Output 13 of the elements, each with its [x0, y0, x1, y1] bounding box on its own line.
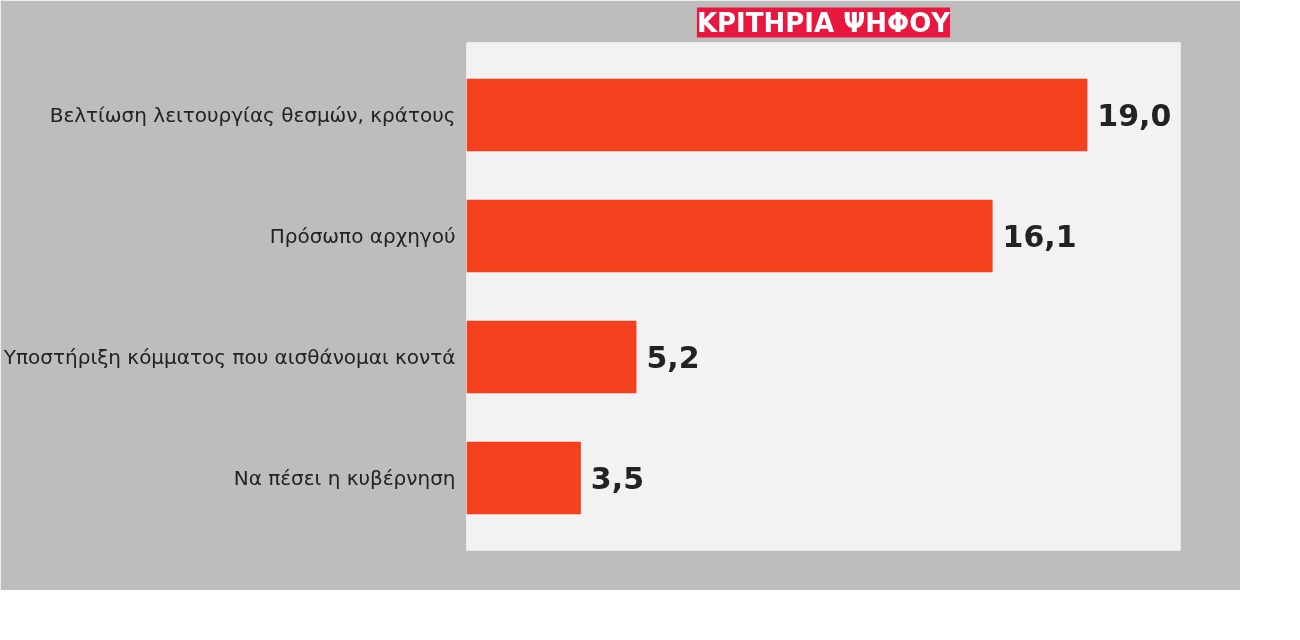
data-label: 16,1 — [1002, 219, 1077, 255]
bar — [466, 199, 993, 273]
bar — [466, 441, 581, 515]
chart-title: ΚΡΙΤΗΡΙΑ ΨΗΦΟΥ — [696, 7, 952, 38]
bar — [466, 78, 1088, 152]
y-tick-label: Βελτίωση λειτουργίας θεσμών, κράτους — [49, 103, 456, 128]
data-label: 3,5 — [590, 460, 645, 496]
y-tick-label: Υποστήριξη κόμματος που αισθάνομαι κοντά — [2, 344, 456, 369]
data-label: 19,0 — [1097, 98, 1172, 134]
y-tick-label: Πρόσωπο αρχηγού — [269, 224, 456, 249]
bar — [466, 320, 637, 394]
data-label: 5,2 — [646, 339, 700, 375]
y-tick-label: Να πέσει η κυβέρνηση — [233, 465, 456, 490]
